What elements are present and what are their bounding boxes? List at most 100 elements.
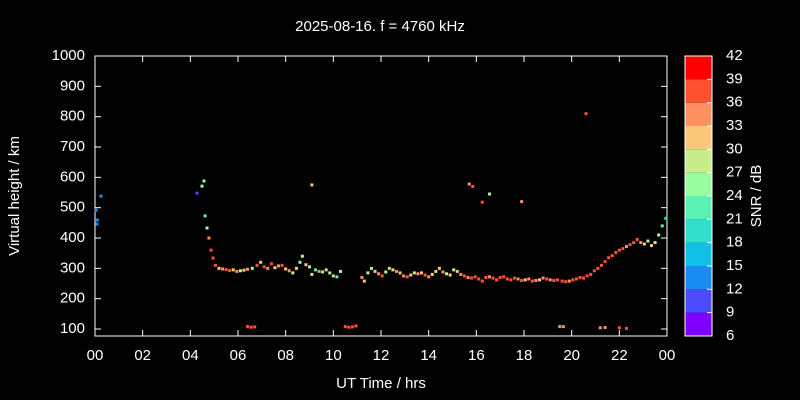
data-point — [409, 273, 413, 277]
data-point — [209, 248, 213, 252]
data-point — [266, 266, 270, 270]
data-point — [211, 256, 215, 260]
data-point — [347, 325, 351, 329]
data-point — [598, 326, 602, 330]
data-point — [262, 265, 266, 269]
data-point — [571, 278, 575, 282]
x-tick-label: 00 — [87, 347, 104, 364]
colorbar-bin — [685, 56, 712, 80]
data-point — [632, 241, 636, 245]
colorbar-tick-label: 39 — [726, 70, 743, 87]
data-point — [343, 325, 347, 329]
data-point — [284, 267, 288, 271]
data-point — [621, 247, 625, 251]
data-point — [614, 251, 618, 255]
colorbar-bin — [685, 312, 712, 336]
data-point — [294, 266, 298, 270]
data-point — [495, 278, 499, 282]
y-tick-label: 800 — [60, 108, 85, 125]
x-tick-label: 22 — [611, 347, 628, 364]
data-point — [298, 260, 302, 264]
data-point — [255, 263, 259, 267]
chart-title: 2025-08-16. f = 4760 kHz — [295, 18, 465, 35]
data-point — [231, 268, 235, 272]
data-point — [585, 274, 589, 278]
data-point — [624, 245, 628, 249]
data-point — [520, 200, 524, 204]
data-point — [253, 325, 257, 329]
colorbar-label: SNR / dB — [748, 165, 765, 228]
data-point — [502, 275, 506, 279]
data-point — [561, 325, 565, 329]
colorbar-bin — [685, 289, 712, 313]
data-point — [384, 270, 388, 274]
data-point — [95, 218, 99, 222]
data-point — [437, 266, 441, 270]
data-point — [338, 269, 342, 273]
data-point — [445, 272, 449, 276]
x-tick-label: 14 — [420, 347, 437, 364]
data-point — [558, 325, 562, 329]
data-point — [487, 192, 491, 196]
data-point — [195, 191, 199, 195]
data-point — [402, 274, 406, 278]
data-point — [313, 268, 317, 272]
data-point — [366, 271, 370, 275]
data-point — [335, 275, 339, 279]
data-point — [246, 267, 250, 271]
colorbar-bin — [685, 266, 712, 290]
colorbar-bin — [685, 79, 712, 103]
data-point — [310, 272, 314, 276]
colorbar-bin — [685, 196, 712, 220]
data-point — [548, 278, 552, 282]
colorbar-tick-label: 15 — [726, 257, 743, 274]
data-point — [246, 325, 250, 329]
data-point — [273, 266, 277, 270]
data-point — [217, 266, 221, 270]
data-point — [328, 271, 332, 275]
data-point — [455, 269, 459, 273]
data-point — [416, 272, 420, 276]
data-point — [564, 280, 568, 284]
data-point — [560, 279, 564, 283]
colorbar-tick-label: 36 — [726, 94, 743, 111]
data-point — [592, 269, 596, 273]
data-point — [617, 248, 621, 252]
data-point — [377, 272, 381, 276]
data-point — [466, 275, 470, 279]
data-point — [354, 324, 358, 328]
data-point — [287, 269, 291, 273]
y-tick-label: 300 — [60, 259, 85, 276]
data-point — [484, 275, 488, 279]
colorbar-tick-label: 9 — [726, 304, 734, 321]
data-point — [584, 112, 588, 116]
data-point — [509, 278, 513, 282]
data-point — [99, 194, 103, 198]
data-point — [505, 277, 509, 281]
data-point — [398, 271, 402, 275]
colorbar-bin — [685, 219, 712, 243]
x-tick-label: 18 — [516, 347, 533, 364]
data-point — [467, 182, 471, 186]
x-tick-label: 06 — [230, 347, 247, 364]
data-point — [452, 268, 456, 272]
data-point — [487, 275, 491, 279]
data-point — [405, 275, 409, 279]
data-point — [324, 268, 328, 272]
colorbar-tick-label: 12 — [726, 280, 743, 297]
x-tick-label: 16 — [468, 347, 485, 364]
data-point — [202, 179, 206, 183]
data-point — [331, 274, 335, 278]
y-tick-label: 700 — [60, 138, 85, 155]
data-point — [427, 275, 431, 279]
data-point — [646, 239, 650, 243]
data-point — [441, 270, 445, 274]
data-point — [373, 269, 377, 273]
y-tick-label: 600 — [60, 168, 85, 185]
data-point — [664, 216, 668, 220]
data-point — [480, 200, 484, 204]
data-point — [430, 272, 434, 276]
colorbar-tick-label: 27 — [726, 164, 743, 181]
